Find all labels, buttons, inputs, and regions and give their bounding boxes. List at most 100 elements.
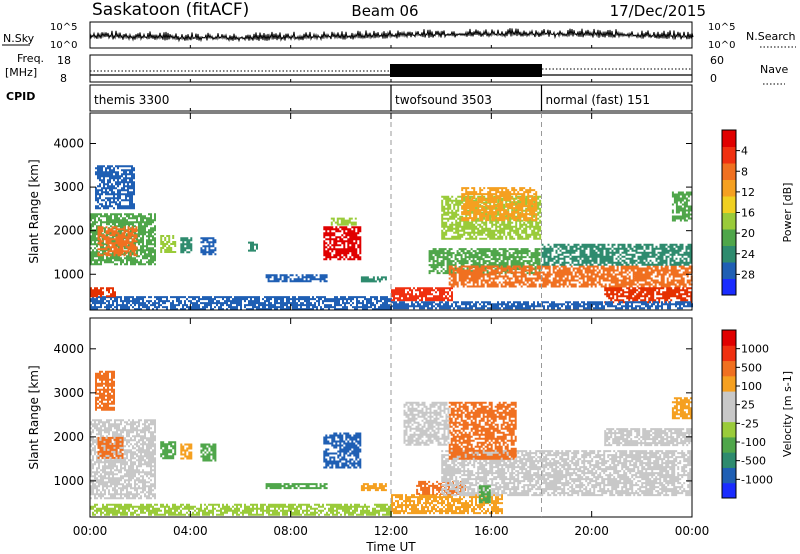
power-echo-region-6 <box>180 237 193 254</box>
power-colorbar-swatch-6 <box>722 179 736 197</box>
velocity-echo-cells-6 <box>200 443 217 462</box>
velocity-echo-region-6 <box>200 443 217 462</box>
time-axis: 00:00 04:00 08:00 12:00 16:00 20:00 00:00 <box>73 45 710 538</box>
sky-left-label: N.Sky <box>3 32 35 45</box>
velocity-colorbar-swatch-4 <box>722 421 736 438</box>
power-echo-cells-12 <box>360 276 387 283</box>
velocity-echo-region-10 <box>391 494 503 515</box>
power-echo-cells-0 <box>90 296 392 311</box>
velocity-echo-cells-12 <box>441 450 692 497</box>
sky-right-label: N.Search <box>746 30 796 43</box>
velocity-echo-cells-1 <box>90 419 156 500</box>
velocity-ylabel: Slant Range [km] <box>27 365 41 469</box>
power-echo-region-21 <box>671 191 692 222</box>
xtick-label-5: 20:00 <box>574 524 609 538</box>
power-echo-region-12 <box>360 276 387 283</box>
velocity-echo-region-1 <box>90 419 156 500</box>
power-colorbar-swatch-4 <box>722 212 736 230</box>
velocity-echo-region-16 <box>671 397 692 420</box>
sky-strip: N.Sky 10^5 10^0 10^5 10^0 N.Search <box>2 21 796 51</box>
velocity-colorbar-swatch-0 <box>722 482 736 499</box>
power-colorbar-label: Power [dB] <box>781 183 794 243</box>
xtick-label-1: 04:00 <box>173 524 208 538</box>
power-colorbar-tick-label-0: 4 <box>741 145 748 158</box>
nave-label: Nave <box>760 63 788 76</box>
xtick-label-0: 00:00 <box>73 524 108 538</box>
cpid-strip: CPID themis 3300 twofsound 3503 normal (fa… <box>6 84 693 112</box>
velocity-echo-region-12 <box>441 450 692 497</box>
velocity-colorbar-swatch-10 <box>722 330 736 346</box>
velocity-colorbar-swatch-2 <box>722 452 736 468</box>
velocity-colorbar-swatch-5 <box>722 406 736 423</box>
power-echo-region-19 <box>461 187 538 222</box>
cpid-segments: themis 3300 twofsound 3503 normal (fast) 1… <box>94 85 650 111</box>
xtick-label-6: 00:00 <box>675 524 710 538</box>
power-echo-cells-5 <box>160 235 177 253</box>
beam-label: Beam 06 <box>351 2 418 20</box>
power-panel: 1000 2000 3000 4000 Slant Range [km] <box>27 112 693 311</box>
freq-left-label: Freq. <box>17 52 44 65</box>
velocity-colorbar-tick-label-6: -500 <box>741 455 766 468</box>
sky-left-tick-bottom: 10^0 <box>50 40 77 51</box>
velocity-echo-cells-0 <box>90 503 392 516</box>
power-echo-cells-8 <box>248 241 258 252</box>
power-echo-region-7 <box>200 237 217 256</box>
power-echo-region-3 <box>97 226 138 257</box>
power-colorbar-tick-label-5: 24 <box>741 248 755 261</box>
power-ytick-label-1: 2000 <box>53 224 84 238</box>
power-echo-region-9 <box>265 274 328 283</box>
power-colorbar-swatch-7 <box>722 163 736 180</box>
velocity-ytick-label-0: 1000 <box>53 474 84 488</box>
x-axis-label: Time UT <box>365 540 416 554</box>
power-colorbar-swatch-0 <box>722 278 736 296</box>
power-ytick-label-3: 4000 <box>53 137 84 151</box>
power-ylabel: Slant Range [km] <box>27 159 41 263</box>
velocity-echo-cells-14 <box>403 401 450 446</box>
power-echo-region-0 <box>90 296 392 311</box>
power-echo-cells-6 <box>180 237 193 254</box>
power-echo-cells-3 <box>97 226 138 257</box>
power-echo-cells-19 <box>461 187 538 222</box>
velocity-colorbar-swatch-1 <box>722 467 736 484</box>
velocity-panel: 1000 2000 3000 4000 Slant Range [km] <box>27 317 693 518</box>
xtick-label-2: 08:00 <box>273 524 308 538</box>
velocity-echo-region-9 <box>360 483 387 492</box>
velocity-ytick-label-3: 4000 <box>53 342 84 356</box>
velocity-echo-cells-7 <box>265 483 328 490</box>
power-echo-cells-9 <box>265 274 328 283</box>
velocity-echo-cells-2 <box>97 436 124 459</box>
power-echo-region-5 <box>160 235 177 253</box>
velocity-echo-cells-13 <box>448 401 517 460</box>
velocity-colorbar-tick-label-3: 25 <box>741 399 755 412</box>
velocity-echo-region-15 <box>478 485 491 504</box>
velocity-echo-region-13 <box>448 401 517 460</box>
freq-left-tick-top: 18 <box>57 54 71 67</box>
power-colorbar-swatch-8 <box>722 146 736 164</box>
velocity-colorbar-frame <box>721 329 737 499</box>
power-colorbar-tick-label-1: 8 <box>741 165 748 178</box>
velocity-echo-region-14 <box>403 401 450 446</box>
power-echo-cells-15 <box>448 265 693 288</box>
power-colorbar-swatch-2 <box>722 245 736 263</box>
power-ytick-label-0: 1000 <box>53 267 84 281</box>
power-echo-region-16 <box>541 243 692 266</box>
velocity-echo-region-2 <box>97 436 124 459</box>
power-echo-cells-7 <box>200 237 217 256</box>
velocity-colorbar-swatch-8 <box>722 360 736 377</box>
velocity-echo-region-5 <box>180 443 193 460</box>
velocity-colorbar-tick-label-0: 1000 <box>741 343 769 356</box>
cpid-segment-label-1: twofsound 3503 <box>395 93 492 107</box>
date-label: 17/Dec/2015 <box>610 2 706 20</box>
velocity-echo-cells-9 <box>360 483 387 492</box>
sky-trace <box>89 28 694 43</box>
velocity-colorbar-swatch-7 <box>722 375 736 392</box>
power-colorbar-tick-label-6: 28 <box>741 268 755 281</box>
velocity-colorbar-swatch-9 <box>722 345 736 362</box>
power-echo-region-11 <box>330 217 357 226</box>
velocity-colorbar-tick-label-7: -1000 <box>741 473 773 486</box>
plot-title: Saskatoon (fitACF) <box>92 0 249 20</box>
velocity-colorbar-tick-label-5: -100 <box>741 436 766 449</box>
nave-dense-block <box>390 64 542 77</box>
